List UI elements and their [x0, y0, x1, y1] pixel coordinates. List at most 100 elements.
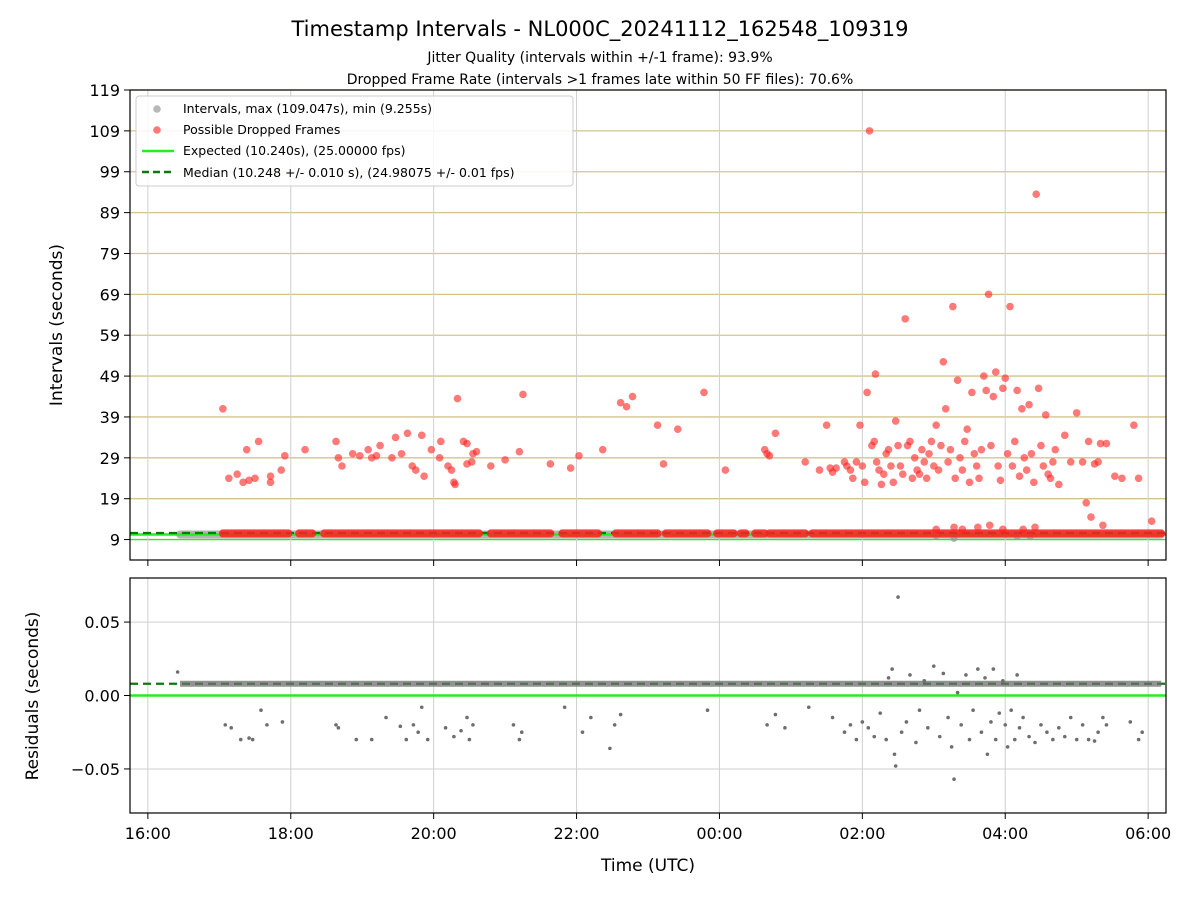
residual-point [926, 726, 930, 730]
legend-label-dropped: Possible Dropped Frames [183, 122, 340, 137]
dropped-frame-point [1096, 439, 1105, 448]
residual-point [562, 705, 567, 710]
residual-point [985, 752, 990, 757]
residual-point [1027, 734, 1031, 739]
residual-point [1096, 730, 1100, 735]
dropped-frame-point [815, 466, 824, 474]
residual-point [1015, 673, 1019, 677]
residual-point [783, 726, 787, 730]
dropped-frame-point [372, 451, 381, 460]
dropped-frame-point [953, 376, 962, 384]
dropped-frame-point [822, 421, 831, 429]
residual-point [398, 724, 403, 729]
dropped-frame-point [245, 476, 253, 485]
intervals-y-tick-label: 49 [100, 367, 120, 386]
residual-point [1074, 737, 1079, 742]
residual-point [1080, 723, 1085, 727]
dropped-frame-point [887, 462, 895, 470]
dropped-frame-point [266, 472, 275, 481]
residuals-y-axis-label: Residuals (seconds) [23, 612, 43, 781]
residual-point [946, 715, 950, 720]
residuals-y-ticks: −0.05 0.00 0.05 [71, 613, 130, 779]
intervals-y-tick-label: 19 [100, 490, 120, 509]
dropped-frame-point [277, 466, 286, 474]
dropped-frame-point [467, 458, 476, 466]
residual-point [1086, 737, 1091, 742]
dropped-frame-point [515, 447, 524, 456]
dropped-frame-point [1099, 521, 1107, 530]
residual-point [890, 667, 894, 671]
residuals-points [175, 595, 1144, 782]
residual-point [967, 737, 972, 742]
dropped-frame-point [958, 525, 967, 534]
dropped-frame-point [939, 357, 948, 366]
x-tick-label: 04:00 [982, 824, 1028, 843]
residual-point [922, 679, 927, 683]
intervals-points [218, 127, 1166, 542]
dropped-frame-point [487, 462, 495, 470]
residuals-x-ticks: 16:00 18:00 20:00 22:00 00:00 02:00 04:00 06:00 [125, 813, 1171, 843]
dropped-frame-point [566, 464, 575, 472]
residual-point [1021, 715, 1025, 720]
residual-point [618, 712, 623, 717]
dropped-frame-point [451, 480, 459, 489]
dropped-frame-point [1087, 513, 1095, 521]
residual-point [265, 723, 269, 727]
residual-point [941, 671, 946, 676]
dropped-frame-point [437, 437, 445, 446]
residuals-y-tick-label: 0.00 [84, 687, 120, 706]
dropped-frame-point [765, 451, 774, 460]
residual-point [872, 734, 877, 739]
dropped-frame-point [908, 474, 917, 483]
residual-point [959, 723, 963, 727]
dropped-frame-point [865, 127, 874, 135]
intervals-y-tick-label: 119 [89, 81, 120, 100]
dropped-frame-point [968, 388, 976, 397]
dropped-frame-point [870, 437, 879, 446]
dropped-frame-point [856, 421, 864, 429]
x-tick-label: 18:00 [268, 824, 314, 843]
intervals-y-tick-label: 9 [110, 531, 120, 550]
dropped-frame-point [934, 466, 943, 474]
residual-point [608, 746, 612, 751]
dropped-frame-point [622, 402, 631, 411]
dropped-frame-point [266, 478, 275, 487]
dropped-frame-point [901, 315, 910, 323]
dropped-frame-point [628, 392, 637, 401]
dropped-frame-point [1060, 431, 1069, 440]
dropped-frame-point [403, 429, 412, 438]
residual-point [1062, 734, 1067, 739]
chart-subtitle-jitter: Jitter Quality (intervals within +/-1 fr… [426, 50, 772, 66]
residual-point [411, 723, 416, 727]
residual-point [773, 712, 778, 717]
intervals-y-tick-label: 59 [100, 326, 120, 345]
dropped-frame-point [659, 460, 668, 468]
dropped-frame-point [956, 454, 964, 462]
dropped-frame-point [388, 454, 396, 462]
dropped-frame-point [1102, 439, 1111, 448]
dropped-frame-point [1094, 458, 1102, 466]
dropped-frame-point [219, 404, 227, 413]
residual-point [917, 708, 922, 712]
residual-point [580, 730, 585, 735]
residual-point [250, 737, 255, 742]
legend-label-intervals: Intervals, max (109.047s), min (9.255s) [183, 101, 432, 116]
dropped-frame-point [1147, 517, 1156, 525]
residual-point [892, 752, 897, 757]
dropped-frame-point [427, 445, 436, 454]
residual-point [1005, 745, 1010, 749]
dropped-frame-point [846, 466, 855, 474]
dropped-frame-point [254, 437, 263, 446]
dropped-frame-point [925, 449, 933, 458]
residual-point [893, 764, 898, 768]
residual-point [459, 728, 463, 733]
dropped-frame-point [941, 404, 950, 413]
legend-label-median: Median (10.248 +/- 0.010 s), (24.98075 +… [183, 165, 514, 180]
residual-point [175, 670, 180, 674]
chart-title: Timestamp Intervals - NL000C_20241112_16… [290, 17, 908, 42]
dropped-frame-point [1010, 437, 1019, 446]
residual-point [280, 720, 285, 724]
dropped-frame-point [1022, 466, 1031, 474]
dropped-frame-point [501, 456, 509, 464]
